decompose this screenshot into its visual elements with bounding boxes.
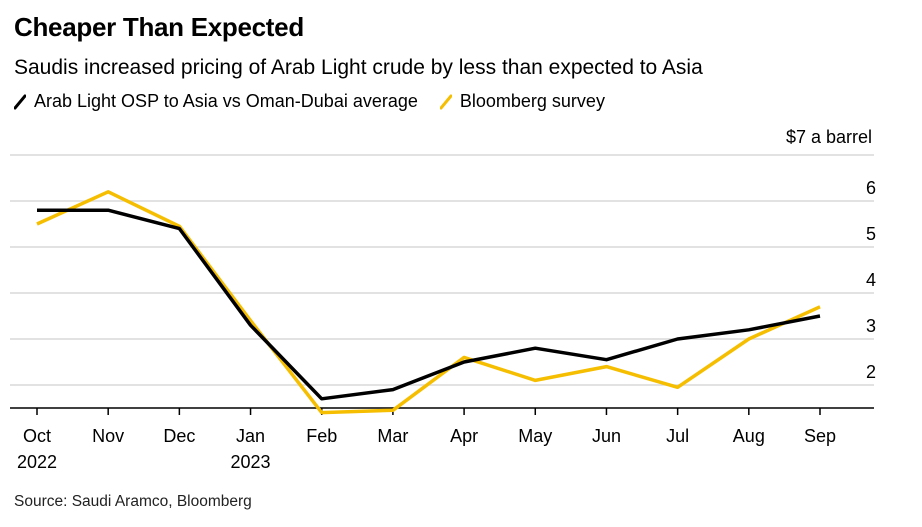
x-tick-label: Dec xyxy=(163,426,195,446)
y-tick-label: $7 a barrel xyxy=(786,127,872,147)
x-tick-label: Jun xyxy=(592,426,621,446)
x-tick-label: Jan xyxy=(236,426,265,446)
x-tick-label: Aug xyxy=(733,426,765,446)
chart-title: Cheaper Than Expected xyxy=(14,12,304,42)
x-tick-label: Oct xyxy=(23,426,51,446)
y-tick-label: 4 xyxy=(866,270,876,290)
legend-swatch-osp-icon xyxy=(14,94,26,109)
x-year-label: 2022 xyxy=(17,452,57,472)
x-tick-label: May xyxy=(518,426,552,446)
x-tick-label: Sep xyxy=(804,426,836,446)
x-tick-label: Feb xyxy=(306,426,337,446)
legend-item-survey: Bloomberg survey xyxy=(439,91,605,112)
y-tick-label: 3 xyxy=(866,316,876,336)
y-tick-label: 6 xyxy=(866,178,876,198)
x-tick-label: Mar xyxy=(377,426,408,446)
legend-swatch-survey-icon xyxy=(439,94,452,109)
legend: Arab Light OSP to Asia vs Oman-Dubai ave… xyxy=(14,91,627,112)
x-tick-label: Jul xyxy=(666,426,689,446)
legend-label-survey: Bloomberg survey xyxy=(459,91,605,111)
chart-subtitle: Saudis increased pricing of Arab Light c… xyxy=(14,56,703,79)
source-note: Source: Saudi Aramco, Bloomberg xyxy=(14,493,252,510)
series-line-osp xyxy=(37,208,821,401)
legend-label-osp: Arab Light OSP to Asia vs Oman-Dubai ave… xyxy=(34,91,418,111)
x-year-label: 2023 xyxy=(231,452,271,472)
series-line-survey xyxy=(36,190,821,415)
legend-item-osp: Arab Light OSP to Asia vs Oman-Dubai ave… xyxy=(14,91,418,112)
y-tick-label: 2 xyxy=(866,362,876,382)
x-tick-label: Apr xyxy=(450,426,478,446)
x-tick-label: Nov xyxy=(92,426,124,446)
y-tick-label: 5 xyxy=(866,224,876,244)
